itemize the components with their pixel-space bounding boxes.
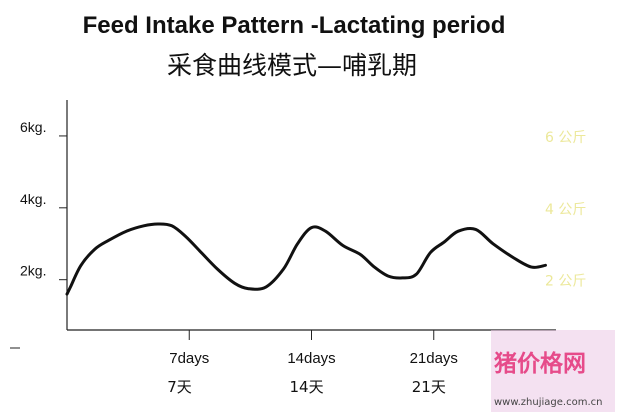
y-tick-label-4: 4kg.	[20, 191, 46, 207]
y-tick-label-cn-4: 4 公斤	[545, 202, 586, 218]
chart-title: Feed Intake Pattern -Lactating period	[82, 12, 506, 39]
chart-subtitle: 采食曲线模式—哺乳期	[166, 51, 417, 80]
watermark-box	[491, 330, 615, 412]
x-tick-label-cn-7: 7天	[167, 378, 192, 396]
watermark-text: 猪价格网	[494, 351, 586, 377]
y-tick-label-cn-6: 6 公斤	[545, 130, 586, 146]
x-tick-label-21: 21days	[410, 350, 458, 367]
watermark-url: www.zhujiage.com.cn	[494, 397, 603, 408]
x-tick-label-14: 14days	[287, 350, 335, 367]
y-tick-label-cn-2: 2 公斤	[545, 274, 586, 290]
x-tick-label-7: 7days	[169, 350, 209, 367]
x-tick-label-cn-14: 14天	[290, 378, 324, 396]
x-tick-label-cn-21: 21天	[412, 378, 446, 396]
y-tick-label-6: 6kg.	[20, 119, 46, 135]
feed-intake-line	[65, 222, 547, 296]
y-tick-label-2: 2kg.	[20, 263, 46, 279]
